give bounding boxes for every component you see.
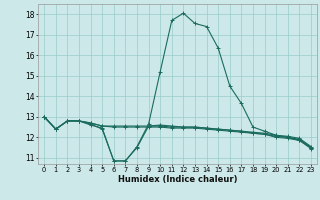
X-axis label: Humidex (Indice chaleur): Humidex (Indice chaleur) — [118, 175, 237, 184]
